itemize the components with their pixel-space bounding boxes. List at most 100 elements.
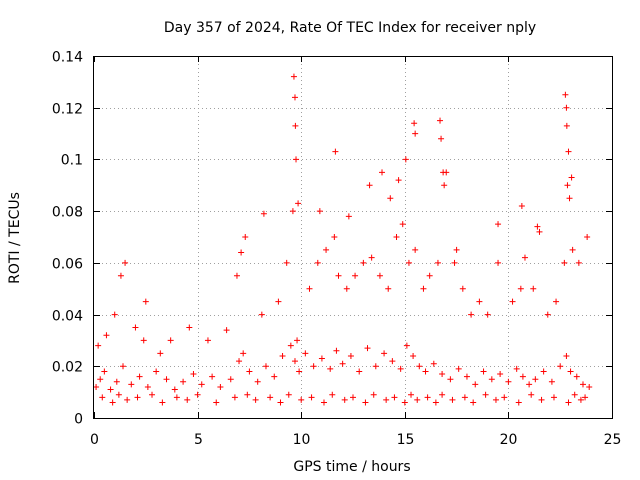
data-point [223, 327, 230, 334]
data-point [213, 399, 220, 406]
data-point [244, 391, 251, 398]
data-point [393, 234, 400, 240]
data-point [198, 381, 205, 388]
data-point [332, 148, 339, 155]
data-point [285, 391, 292, 398]
data-point [553, 298, 560, 305]
data-point [233, 272, 240, 279]
data-point [385, 285, 392, 292]
data-point [292, 122, 299, 129]
data-point [412, 130, 419, 137]
data-point [372, 363, 379, 370]
data-point [142, 298, 149, 305]
data-point [240, 350, 247, 357]
data-point [287, 342, 294, 349]
data-point [246, 368, 253, 375]
data-point [550, 394, 557, 401]
data-point [463, 373, 470, 380]
data-point [434, 259, 441, 266]
x-axis-label: GPS time / hours [293, 459, 410, 475]
data-point [397, 365, 404, 372]
data-point [453, 246, 460, 253]
data-point [290, 73, 297, 80]
data-point [267, 394, 274, 401]
data-point [99, 394, 106, 401]
data-point [441, 182, 448, 189]
data-point [113, 378, 120, 385]
data-point [495, 259, 502, 266]
data-point [532, 376, 539, 383]
data-point [310, 363, 317, 370]
data-point [381, 350, 388, 357]
data-point [173, 394, 180, 401]
data-point [306, 285, 313, 292]
y-tick-label: 0.1 [61, 153, 83, 169]
data-point [97, 376, 104, 383]
data-point [258, 311, 265, 318]
data-point [109, 399, 116, 406]
data-point [505, 378, 512, 385]
data-point [439, 371, 446, 378]
y-tick-label: 0.06 [52, 257, 83, 273]
data-point [289, 208, 296, 215]
data-point [530, 285, 537, 292]
data-point [379, 169, 386, 176]
data-point [132, 324, 139, 331]
data-point [513, 365, 520, 372]
data-point [509, 298, 516, 305]
data-point [459, 285, 466, 292]
data-point [438, 135, 445, 142]
data-point [163, 376, 170, 383]
data-point [171, 386, 178, 393]
data-point [209, 373, 216, 380]
data-point [157, 350, 164, 357]
data-point [468, 311, 475, 318]
data-point [291, 358, 298, 365]
data-point [238, 249, 245, 256]
data-point [370, 391, 377, 398]
data-point [447, 376, 454, 383]
data-point [231, 394, 238, 401]
data-point [368, 254, 375, 261]
data-point [217, 383, 224, 390]
data-point [424, 394, 431, 401]
data-point [426, 272, 433, 279]
x-tick-label: 5 [194, 432, 203, 448]
data-point [416, 363, 423, 370]
data-point [356, 368, 363, 375]
data-point [283, 259, 290, 266]
data-point [180, 378, 187, 385]
data-point [573, 373, 580, 380]
y-tick-label: 0 [74, 412, 83, 428]
data-point [101, 368, 108, 375]
data-point [298, 396, 305, 403]
data-point [350, 394, 356, 401]
grid-lines [94, 56, 612, 418]
data-point [488, 376, 495, 383]
data-point [563, 352, 570, 359]
data-point [302, 350, 309, 357]
data-point [320, 399, 327, 406]
data-point [476, 298, 483, 305]
data-point [352, 272, 359, 279]
data-point [517, 285, 524, 292]
data-point [194, 391, 201, 398]
data-point [254, 378, 261, 385]
data-point [383, 396, 390, 403]
data-point [362, 399, 369, 406]
x-tick-label: 25 [604, 432, 622, 448]
data-point [565, 148, 572, 155]
data-point [345, 213, 352, 220]
data-point [411, 120, 418, 127]
data-point [134, 394, 141, 401]
data-point [526, 381, 533, 388]
data-point [412, 246, 419, 253]
data-point [432, 399, 439, 406]
data-points [93, 73, 593, 406]
data-point [335, 272, 342, 279]
chart-title: Day 357 of 2024, Rate Of TEC Index for r… [164, 20, 536, 36]
data-point [521, 254, 528, 261]
data-point [440, 169, 447, 176]
data-point [584, 234, 591, 240]
data-point [410, 352, 417, 359]
